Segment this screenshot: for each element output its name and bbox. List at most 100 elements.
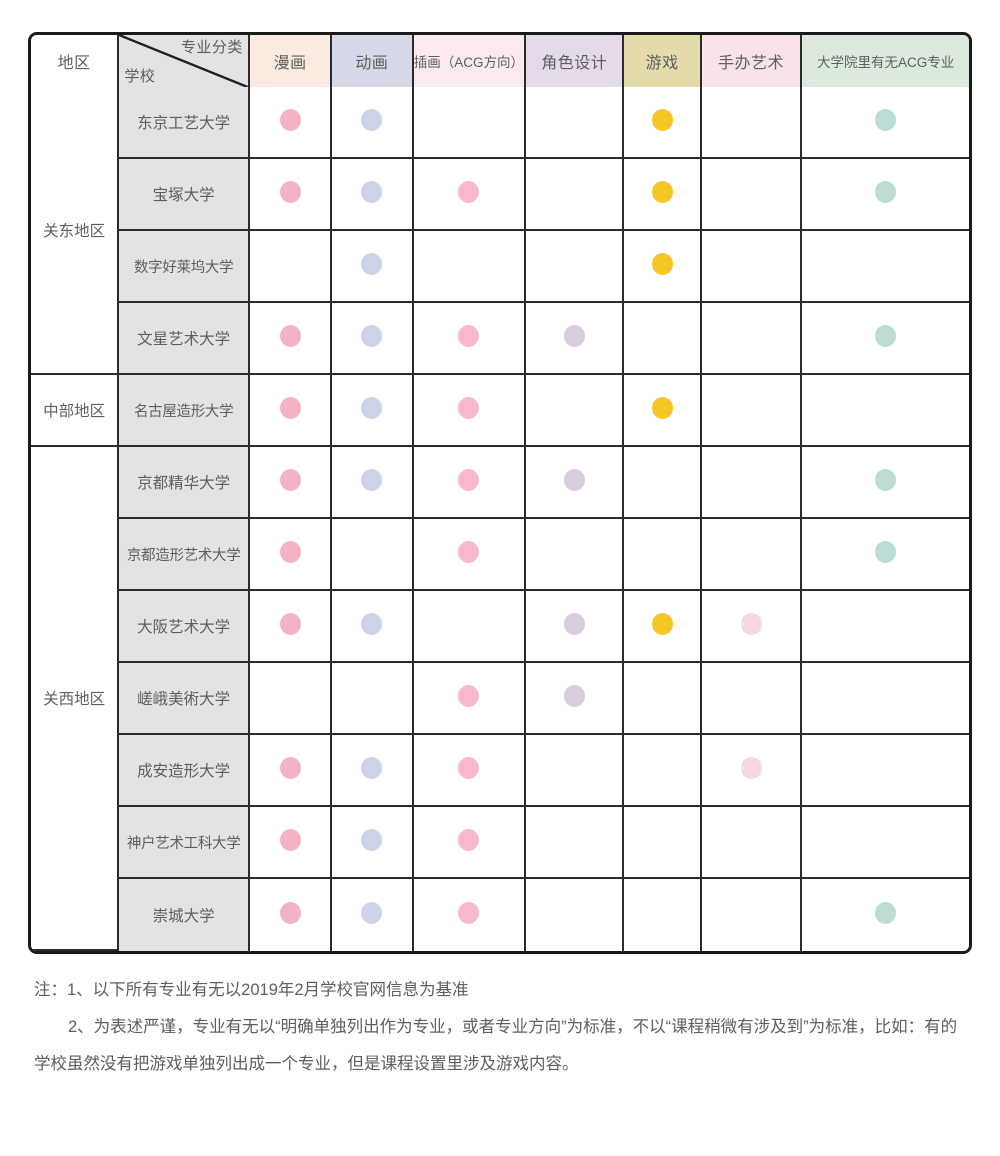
- availability-dot-icon: [651, 252, 673, 275]
- mark-cell-chara: [526, 879, 625, 951]
- mark-cell-illust: [413, 231, 527, 303]
- mark-cell-chara: [526, 807, 625, 879]
- availability-dot-icon: [361, 252, 383, 275]
- availability-dot-icon: [458, 468, 480, 491]
- mark-cell-manga: [249, 519, 333, 591]
- mark-cell-manga: [249, 159, 333, 231]
- mark-cell-illust: [413, 807, 527, 879]
- school-name-cell: 东京工艺大学: [119, 87, 250, 159]
- availability-dot-icon: [651, 180, 673, 203]
- mark-cell-illust: [413, 447, 527, 519]
- footnote-line-2: 2、为表述严谨，专业有无以“明确单独列出作为专业，或者专业方向”为标准，不以“课…: [34, 1018, 958, 1073]
- mark-cell-figure: [701, 159, 803, 231]
- mark-cell-game: [624, 375, 702, 447]
- availability-dot-icon: [279, 612, 301, 635]
- mark-cell-illust: [413, 159, 527, 231]
- mark-cell-game: [624, 879, 702, 951]
- table-row: 关东地区 东京工艺大学: [31, 87, 969, 375]
- mark-cell-chara: [526, 159, 625, 231]
- header-category-manga: 漫画: [249, 35, 333, 87]
- school-name-cell: 嵯峨美術大学: [119, 663, 250, 735]
- header-category-character-design: 角色设计: [526, 35, 625, 87]
- mark-cell-chara: [526, 231, 625, 303]
- table-header: 地区 专业分类 学校 漫画 动画 插画（ACG方向） 角色设计: [31, 35, 969, 87]
- school-name-cell: 崇城大学: [119, 879, 250, 951]
- header-category-graduate-acg: 大学院里有无ACG专业: [802, 35, 969, 87]
- header-category-anime: 动画: [332, 35, 414, 87]
- footnote-line-1: 注：1、以下所有专业有无以2019年2月学校官网信息为基准: [34, 981, 469, 999]
- mark-cell-figure: [701, 879, 803, 951]
- school-name-cell: 宝塚大学: [119, 159, 250, 231]
- availability-dot-icon: [361, 756, 383, 779]
- school-name-cell: 成安造形大学: [119, 735, 250, 807]
- availability-dot-icon: [279, 540, 301, 563]
- availability-dot-icon: [875, 108, 897, 131]
- mark-cell-illust: [413, 879, 527, 951]
- mark-cell-manga: [249, 807, 333, 879]
- mark-cell-figure: [701, 87, 803, 159]
- mark-cell-manga: [249, 87, 333, 159]
- availability-dot-icon: [361, 612, 383, 635]
- mark-cell-game: [624, 591, 702, 663]
- availability-dot-icon: [279, 828, 301, 851]
- mark-cell-anime: [332, 159, 414, 231]
- school-name-cell: 名古屋造形大学: [119, 375, 250, 447]
- mark-cell-figure: [701, 519, 803, 591]
- mark-cell-grad: [802, 87, 969, 159]
- table-row: 神户艺术工科大学: [31, 807, 969, 879]
- footnotes: 注：1、以下所有专业有无以2019年2月学校官网信息为基准 2、为表述严谨，专业…: [34, 972, 964, 1083]
- table-row: 京都造形艺术大学: [31, 519, 969, 591]
- mark-cell-game: [624, 303, 702, 375]
- mark-cell-grad: [802, 807, 969, 879]
- mark-cell-anime: [332, 375, 414, 447]
- mark-cell-anime: [332, 879, 414, 951]
- school-name-cell: 京都造形艺术大学: [119, 519, 250, 591]
- mark-cell-anime: [332, 447, 414, 519]
- availability-dot-icon: [279, 396, 301, 419]
- mark-cell-chara: [526, 303, 625, 375]
- table-row: 崇城大学: [31, 879, 969, 951]
- availability-dot-icon: [279, 180, 301, 203]
- school-name-cell: 文星艺术大学: [119, 303, 250, 375]
- header-row: 地区 专业分类 学校 漫画 动画 插画（ACG方向） 角色设计: [31, 35, 969, 87]
- mark-cell-illust: [413, 519, 527, 591]
- availability-dot-icon: [458, 828, 480, 851]
- mark-cell-game: [624, 447, 702, 519]
- table-row: 数字好莱坞大学: [31, 231, 969, 303]
- mark-cell-grad: [802, 447, 969, 519]
- availability-dot-icon: [458, 324, 480, 347]
- mark-cell-manga: [249, 303, 333, 375]
- region-cell: 中部地区: [31, 375, 120, 447]
- mark-cell-game: [624, 159, 702, 231]
- availability-dot-icon: [651, 612, 673, 635]
- mark-cell-game: [624, 663, 702, 735]
- mark-cell-game: [624, 231, 702, 303]
- mark-cell-anime: [332, 519, 414, 591]
- availability-dot-icon: [361, 468, 383, 491]
- header-major-category-label: 专业分类: [180, 39, 243, 56]
- mark-cell-grad: [802, 879, 969, 951]
- availability-dot-icon: [279, 108, 301, 131]
- availability-dot-icon: [458, 684, 480, 707]
- mark-cell-anime: [332, 735, 414, 807]
- header-corner-split: 专业分类 学校: [119, 35, 250, 87]
- mark-cell-figure: [701, 663, 803, 735]
- mark-cell-anime: [332, 231, 414, 303]
- mark-cell-manga: [249, 591, 333, 663]
- availability-dot-icon: [361, 180, 383, 203]
- availability-dot-icon: [361, 396, 383, 419]
- header-category-game: 游戏: [624, 35, 702, 87]
- header-category-figure-art: 手办艺术: [701, 35, 803, 87]
- mark-cell-anime: [332, 807, 414, 879]
- availability-dot-icon: [458, 180, 480, 203]
- mark-cell-figure: [701, 591, 803, 663]
- mark-cell-anime: [332, 87, 414, 159]
- mark-cell-anime: [332, 591, 414, 663]
- mark-cell-grad: [802, 735, 969, 807]
- mark-cell-chara: [526, 591, 625, 663]
- mark-cell-chara: [526, 735, 625, 807]
- acg-major-table-container: 地区 专业分类 学校 漫画 动画 插画（ACG方向） 角色设计: [28, 32, 972, 954]
- mark-cell-manga: [249, 231, 333, 303]
- table-row: 成安造形大学: [31, 735, 969, 807]
- availability-dot-icon: [875, 324, 897, 347]
